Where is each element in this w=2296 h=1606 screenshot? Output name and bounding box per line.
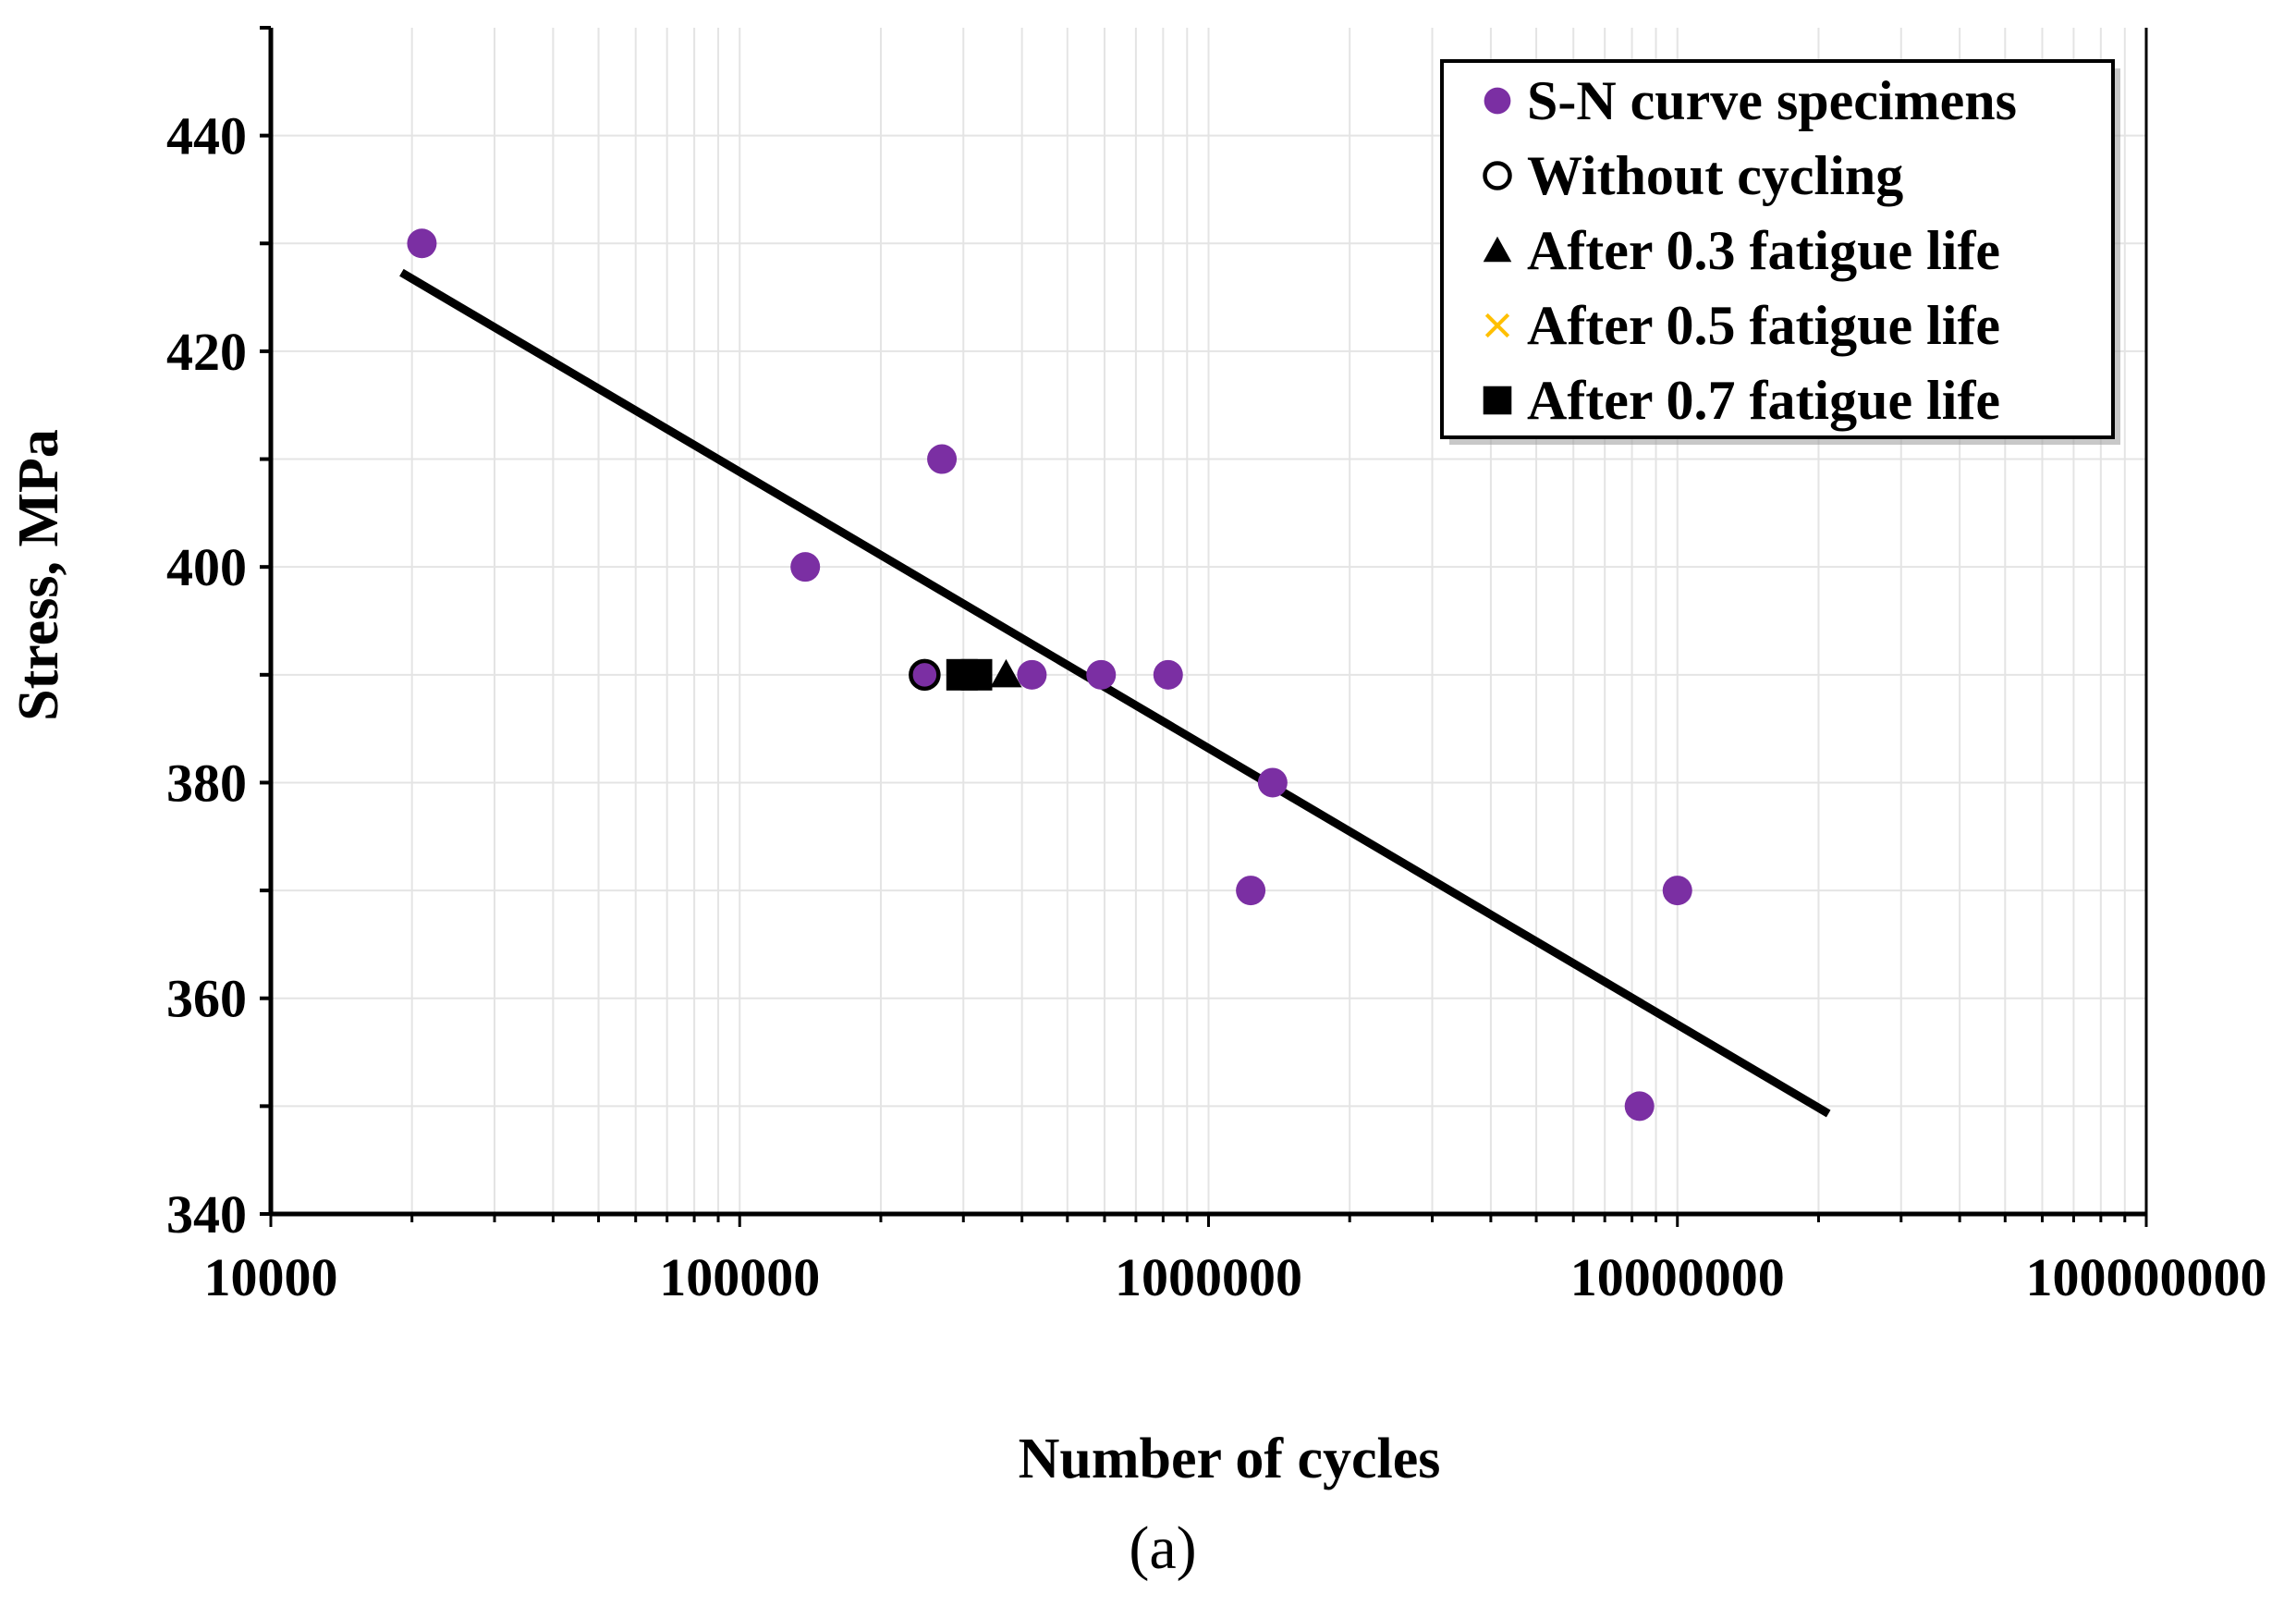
y-tick-label: 380 xyxy=(166,753,247,813)
point-s-n-curve-specimens xyxy=(407,228,437,259)
legend-marker-after-0-7-fatigue-life xyxy=(1483,386,1512,415)
legend-box xyxy=(1440,59,2115,439)
trendline-group xyxy=(399,268,1831,1118)
trendline xyxy=(399,268,1831,1118)
point-s-n-curve-specimens xyxy=(790,552,821,582)
x-axis-title: Number of cycles xyxy=(1019,1428,1441,1490)
x-tick-label: 10000000 xyxy=(1570,1247,1785,1307)
x-tick-label: 100000000 xyxy=(2026,1247,2267,1307)
point-s-n-curve-specimens xyxy=(910,659,940,690)
legend-label-s-n-curve-specimens: S-N curve specimens xyxy=(1527,70,2017,131)
legend-label-without-cycling: Without cycling xyxy=(1527,145,1903,206)
data-points xyxy=(407,228,1692,1122)
y-axis-title: Stress, MPa xyxy=(7,429,70,721)
point-s-n-curve-specimens xyxy=(927,444,958,474)
legend-label-after-0-7-fatigue-life: After 0.7 fatigue life xyxy=(1527,370,2000,431)
y-tick-label: 360 xyxy=(166,969,247,1029)
point-s-n-curve-specimens xyxy=(1257,767,1288,798)
x-tick-label: 100000 xyxy=(659,1247,820,1307)
y-tick-label: 340 xyxy=(166,1184,247,1244)
legend-marker-after-0-3-fatigue-life xyxy=(1483,236,1512,263)
point-after-0-3-fatigue-life xyxy=(990,658,1022,688)
axes: 340 360 380 400 420 440 10000 100000 1000000 1000… xyxy=(166,26,2267,1307)
x-tick-label: 1000000 xyxy=(1115,1247,1302,1307)
y-tick-label: 400 xyxy=(166,537,247,597)
point-s-n-curve-specimens xyxy=(1662,876,1692,906)
x-tick-label: 10000 xyxy=(204,1247,338,1307)
legend-label-after-0-3-fatigue-life: After 0.3 fatigue life xyxy=(1527,220,2000,281)
legend-marker-after-0-5-fatigue-life xyxy=(1484,313,1510,338)
y-tick-label: 440 xyxy=(166,106,247,166)
legend: S-N curve specimens Without cycling After … xyxy=(1440,59,2120,445)
point-without-cycling xyxy=(909,658,941,692)
point-s-n-curve-specimens xyxy=(1624,1091,1655,1122)
point-s-n-curve-specimens xyxy=(1086,659,1117,690)
figure-caption: (a) xyxy=(1129,1514,1196,1582)
point-s-n-curve-specimens xyxy=(1017,659,1047,690)
legend-label-after-0-5-fatigue-life: After 0.5 fatigue life xyxy=(1527,295,2000,356)
point-s-n-curve-specimens xyxy=(1236,876,1266,906)
legend-marker-without-cycling xyxy=(1483,161,1512,190)
point-after-0-7-fatigue-life xyxy=(960,658,993,691)
y-tick-label: 420 xyxy=(166,322,247,382)
legend-marker-s-n-curve-specimens xyxy=(1484,87,1511,115)
point-s-n-curve-specimens xyxy=(1153,659,1183,690)
